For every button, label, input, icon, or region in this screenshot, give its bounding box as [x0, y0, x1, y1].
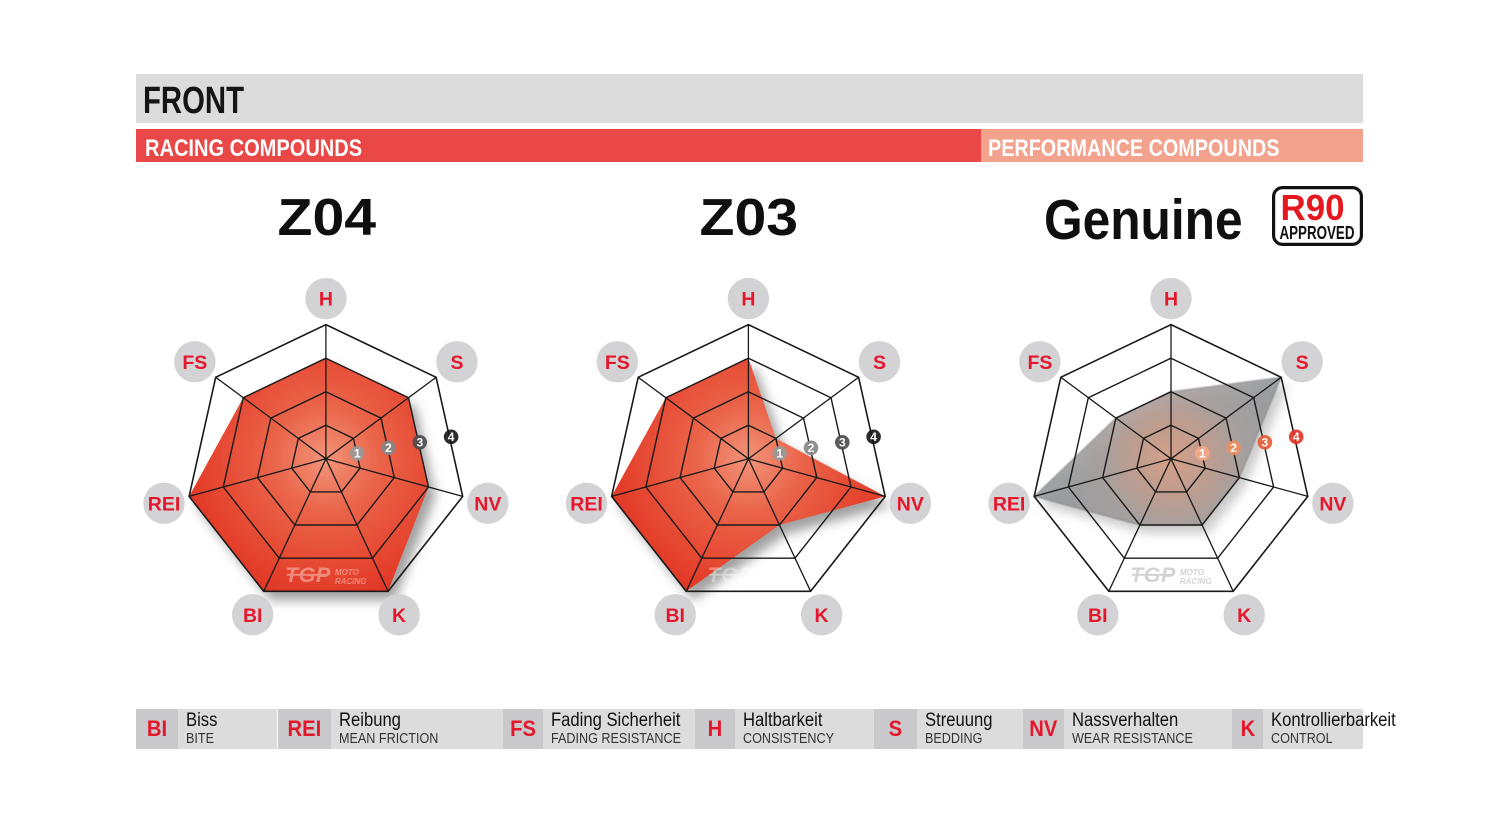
svg-text:2: 2 — [808, 441, 815, 455]
svg-text:FS: FS — [182, 352, 207, 374]
svg-text:S: S — [1296, 352, 1309, 374]
svg-text:FS: FS — [1027, 352, 1052, 374]
svg-text:K: K — [815, 605, 829, 627]
svg-text:2: 2 — [385, 441, 392, 455]
svg-text:BI: BI — [665, 605, 685, 627]
svg-text:MOTO: MOTO — [335, 568, 360, 577]
svg-text:NV: NV — [474, 493, 501, 515]
svg-text:H: H — [319, 289, 333, 311]
svg-text:NV: NV — [897, 493, 924, 515]
svg-text:S: S — [450, 352, 463, 374]
svg-text:BI: BI — [243, 605, 263, 627]
svg-text:RACING: RACING — [335, 577, 367, 586]
svg-text:K: K — [392, 605, 406, 627]
svg-text:H: H — [1164, 289, 1178, 311]
svg-text:MOTO: MOTO — [1180, 568, 1205, 577]
svg-text:RACING: RACING — [1180, 577, 1212, 586]
svg-text:H: H — [741, 289, 755, 311]
svg-text:NV: NV — [1319, 493, 1346, 515]
svg-text:REI: REI — [570, 493, 603, 515]
svg-text:3: 3 — [839, 436, 846, 450]
svg-text:1: 1 — [1199, 447, 1206, 461]
svg-text:FS: FS — [605, 352, 630, 374]
svg-text:K: K — [1237, 605, 1251, 627]
svg-text:R90: R90 — [1281, 187, 1345, 228]
svg-text:BI: BI — [1088, 605, 1108, 627]
svg-text:REI: REI — [148, 493, 181, 515]
svg-text:1: 1 — [354, 447, 361, 461]
svg-text:3: 3 — [1262, 436, 1269, 450]
svg-text:TGP: TGP — [708, 563, 754, 587]
svg-text:REI: REI — [993, 493, 1026, 515]
svg-text:2: 2 — [1230, 441, 1237, 455]
svg-text:4: 4 — [1293, 430, 1300, 444]
svg-text:MOTO: MOTO — [757, 568, 782, 577]
svg-text:RACING: RACING — [757, 577, 789, 586]
svg-text:1: 1 — [776, 447, 783, 461]
svg-text:3: 3 — [416, 436, 423, 450]
svg-text:S: S — [873, 352, 886, 374]
svg-text:APPROVED: APPROVED — [1280, 223, 1355, 243]
svg-text:TGP: TGP — [285, 563, 331, 587]
svg-text:4: 4 — [448, 430, 455, 444]
svg-text:4: 4 — [870, 430, 877, 444]
